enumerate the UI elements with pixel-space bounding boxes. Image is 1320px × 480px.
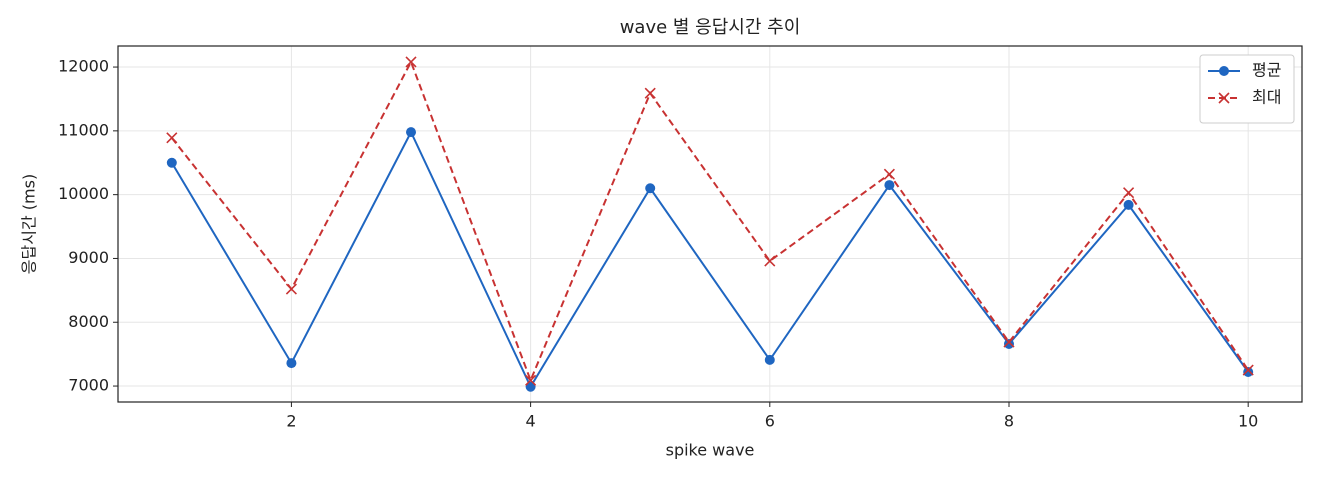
x-axis-label: spike wave (666, 441, 755, 460)
data-point (405, 56, 417, 68)
data-point (1003, 336, 1015, 348)
legend-marker (1218, 92, 1230, 104)
grid (118, 46, 1302, 402)
data-point (166, 157, 177, 168)
x-tick-label: 10 (1238, 412, 1258, 431)
series-line (170, 129, 1249, 389)
data-point (166, 132, 178, 144)
legend-label: 최대 (1252, 88, 1281, 107)
y-tick-label: 7000 (68, 376, 109, 395)
plot-frame (117, 45, 1303, 403)
data-point (406, 127, 417, 138)
x-tick-label: 2 (286, 412, 296, 431)
data-point (644, 87, 656, 99)
y-tick-label: 9000 (68, 248, 109, 267)
data-point (645, 183, 656, 194)
data-point (525, 374, 537, 386)
legend-marker (1219, 66, 1229, 76)
data-point (1243, 367, 1254, 378)
y-tick-label: 12000 (58, 57, 109, 76)
y-tick-label: 10000 (58, 184, 109, 203)
data-point (1123, 199, 1134, 210)
y-axis-label: 응답시간 (ms) (20, 174, 39, 274)
data-point (764, 354, 775, 365)
data-point (1123, 187, 1135, 199)
data-point (883, 168, 895, 180)
y-tick-label: 8000 (68, 312, 109, 331)
data-point (1242, 364, 1254, 376)
data-point (764, 255, 776, 267)
series-line (171, 59, 1250, 384)
plot (166, 56, 1254, 392)
legend-label: 평균 (1252, 61, 1281, 80)
x-tick-label: 6 (765, 412, 775, 431)
x-tick-label: 4 (526, 412, 536, 431)
x-tick-label: 8 (1004, 412, 1014, 431)
data-point (286, 358, 297, 369)
data-point (1003, 338, 1014, 349)
data-point (525, 381, 536, 392)
chart-title: wave 별 응답시간 추이 (620, 17, 801, 38)
data-point (884, 180, 895, 191)
y-tick-label: 11000 (58, 120, 109, 139)
data-point (285, 283, 297, 295)
